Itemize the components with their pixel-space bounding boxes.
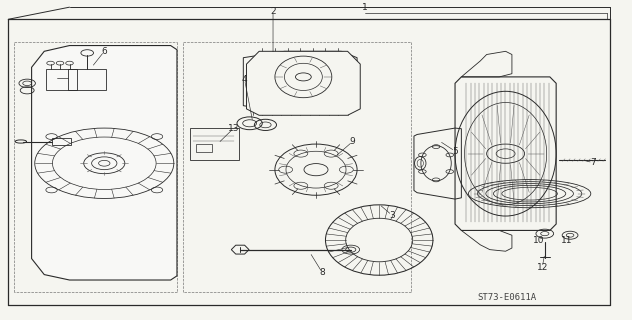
Text: 12: 12 (537, 263, 548, 272)
Text: 4: 4 (242, 75, 247, 84)
Bar (196, 144, 212, 152)
Text: 10: 10 (533, 236, 544, 245)
Text: 7: 7 (590, 158, 596, 167)
Text: ST73-E0611A: ST73-E0611A (477, 293, 537, 302)
Text: 13: 13 (228, 124, 240, 132)
Text: 1: 1 (362, 3, 368, 12)
Bar (52, 138, 71, 145)
Polygon shape (32, 45, 177, 280)
Text: 5: 5 (452, 147, 458, 156)
Text: 9: 9 (349, 137, 356, 146)
Text: 8: 8 (319, 268, 325, 277)
Bar (68, 69, 106, 90)
Bar (190, 128, 239, 160)
Polygon shape (246, 51, 360, 115)
Text: 6: 6 (101, 47, 107, 56)
Text: 2: 2 (270, 7, 276, 16)
Text: 11: 11 (561, 236, 572, 245)
Text: 3: 3 (389, 211, 395, 220)
Bar (46, 69, 77, 90)
